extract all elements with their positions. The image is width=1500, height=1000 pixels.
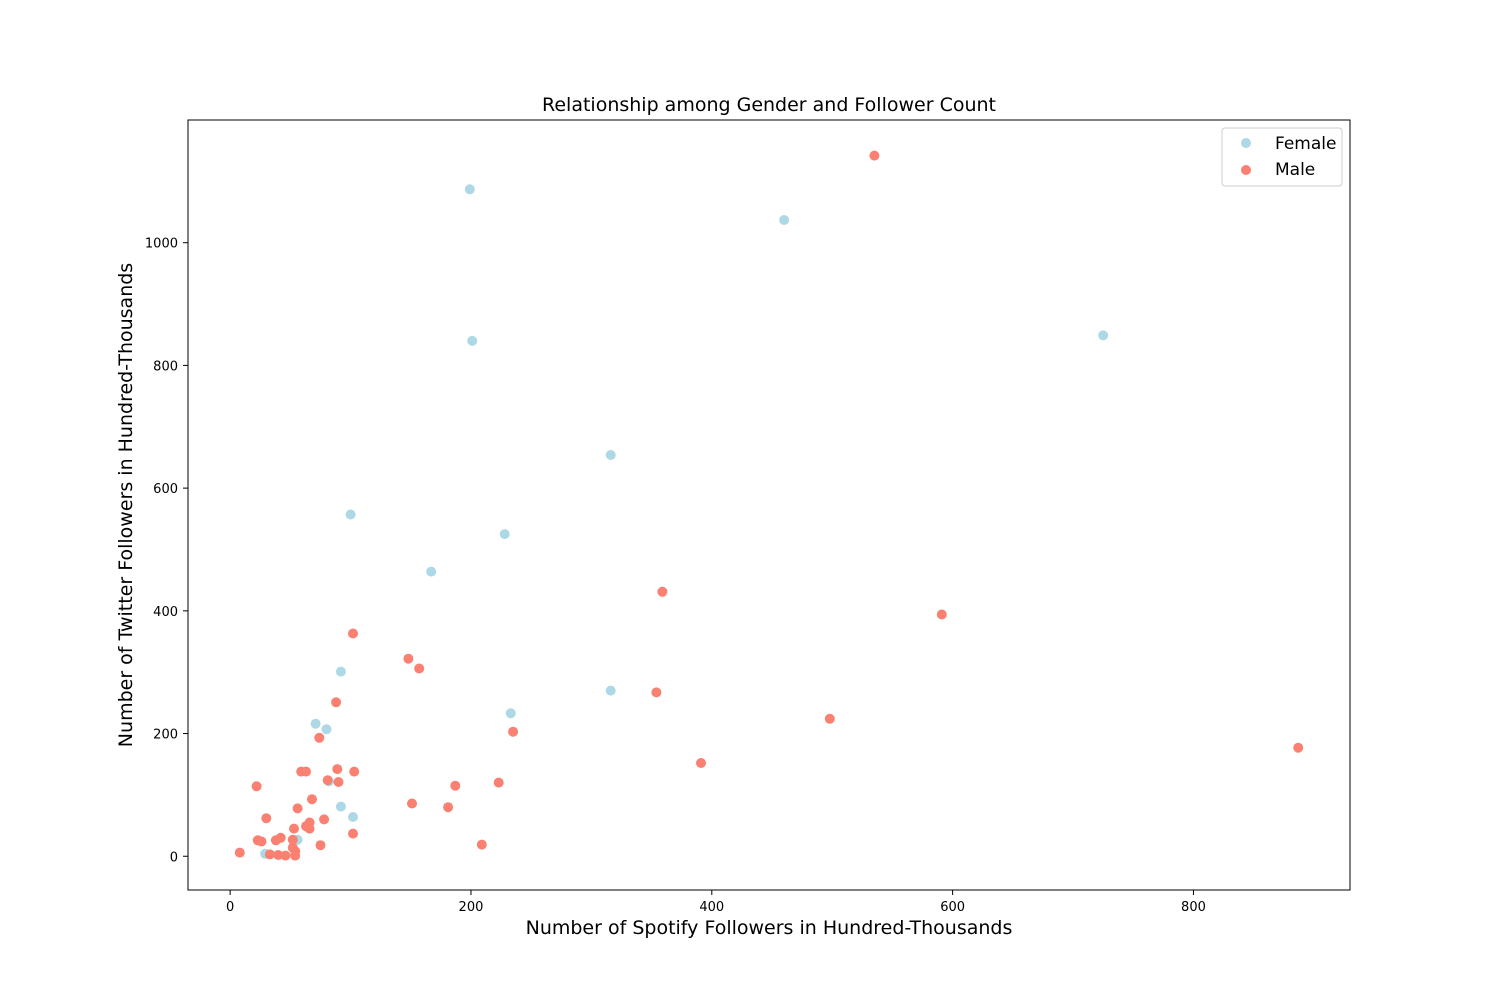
point-male-0 <box>869 150 880 161</box>
point-male-14 <box>349 766 360 777</box>
point-female-9 <box>605 685 616 696</box>
point-female-8 <box>335 666 346 677</box>
x-tick-label-200: 200 <box>459 900 484 915</box>
point-male-27 <box>319 814 330 825</box>
point-male-4 <box>403 653 414 664</box>
x-axis-label: Number of Spotify Followers in Hundred-T… <box>526 917 1013 939</box>
point-male-46 <box>290 850 301 861</box>
legend: Female Male <box>1221 127 1343 187</box>
point-male-3 <box>348 628 358 639</box>
point-male-17 <box>322 775 333 786</box>
point-female-10 <box>505 708 516 719</box>
point-male-5 <box>414 663 425 674</box>
point-male-6 <box>651 687 662 698</box>
x-axis: 0 200 400 600 800 <box>226 890 1206 915</box>
point-male-16 <box>301 766 311 777</box>
legend-label-female: Female <box>1275 134 1336 154</box>
point-male-10 <box>314 732 325 743</box>
point-male-45 <box>280 850 291 861</box>
point-male-12 <box>696 758 706 768</box>
point-male-39 <box>476 839 487 850</box>
point-female-6 <box>499 529 510 540</box>
point-female-4 <box>605 450 616 460</box>
x-tick-label-600: 600 <box>940 900 965 915</box>
point-male-2 <box>936 609 947 620</box>
point-male-37 <box>287 834 298 845</box>
point-female-3 <box>1098 330 1109 341</box>
point-male-36 <box>256 836 267 847</box>
point-male-20 <box>450 780 461 791</box>
y-tick-label-400: 400 <box>153 605 178 620</box>
point-male-32 <box>348 828 358 839</box>
y-tick-label-600: 600 <box>153 482 178 497</box>
y-axis-label: Number of Twitter Followers in Hundred-T… <box>115 263 137 747</box>
y-tick-label-0: 0 <box>170 850 178 865</box>
point-male-34 <box>270 835 281 846</box>
point-male-30 <box>304 823 315 834</box>
x-tick-label-0: 0 <box>226 900 234 915</box>
point-female-11 <box>310 718 321 729</box>
chart-title: Relationship among Gender and Follower C… <box>542 94 996 116</box>
x-tick-label-800: 800 <box>1181 900 1206 915</box>
point-male-1 <box>657 586 668 597</box>
x-tick-label-400: 400 <box>699 900 724 915</box>
point-male-19 <box>493 777 504 788</box>
point-male-43 <box>264 849 275 860</box>
point-female-5 <box>345 509 356 520</box>
point-female-12 <box>321 724 332 735</box>
point-male-22 <box>307 794 317 805</box>
point-female-14 <box>335 801 346 812</box>
points-layer <box>234 150 1304 861</box>
point-female-15 <box>348 812 358 822</box>
point-male-24 <box>292 803 303 814</box>
point-male-31 <box>289 823 299 834</box>
y-tick-label-800: 800 <box>153 359 178 374</box>
point-male-9 <box>508 726 519 737</box>
y-axis: 0 200 400 600 800 1000 <box>145 237 188 865</box>
point-male-13 <box>332 764 343 775</box>
legend-label-male: Male <box>1275 160 1315 180</box>
point-male-18 <box>333 777 344 787</box>
point-male-44 <box>273 850 284 860</box>
point-male-11 <box>1293 742 1304 753</box>
y-tick-label-200: 200 <box>153 728 178 743</box>
point-male-26 <box>261 813 272 824</box>
legend-marker-male <box>1241 165 1251 175</box>
point-female-0 <box>464 184 475 195</box>
point-male-38 <box>315 840 326 851</box>
point-female-7 <box>426 566 437 577</box>
point-male-21 <box>251 781 262 792</box>
point-male-8 <box>824 713 835 724</box>
point-male-7 <box>331 697 342 708</box>
point-female-2 <box>467 335 478 346</box>
point-female-1 <box>779 215 790 225</box>
y-tick-label-1000: 1000 <box>145 237 178 252</box>
legend-box <box>1221 127 1343 187</box>
point-male-23 <box>407 798 417 809</box>
plot-frame <box>187 119 1351 891</box>
point-male-42 <box>234 847 245 858</box>
legend-marker-female <box>1241 138 1251 148</box>
point-male-25 <box>443 802 454 813</box>
